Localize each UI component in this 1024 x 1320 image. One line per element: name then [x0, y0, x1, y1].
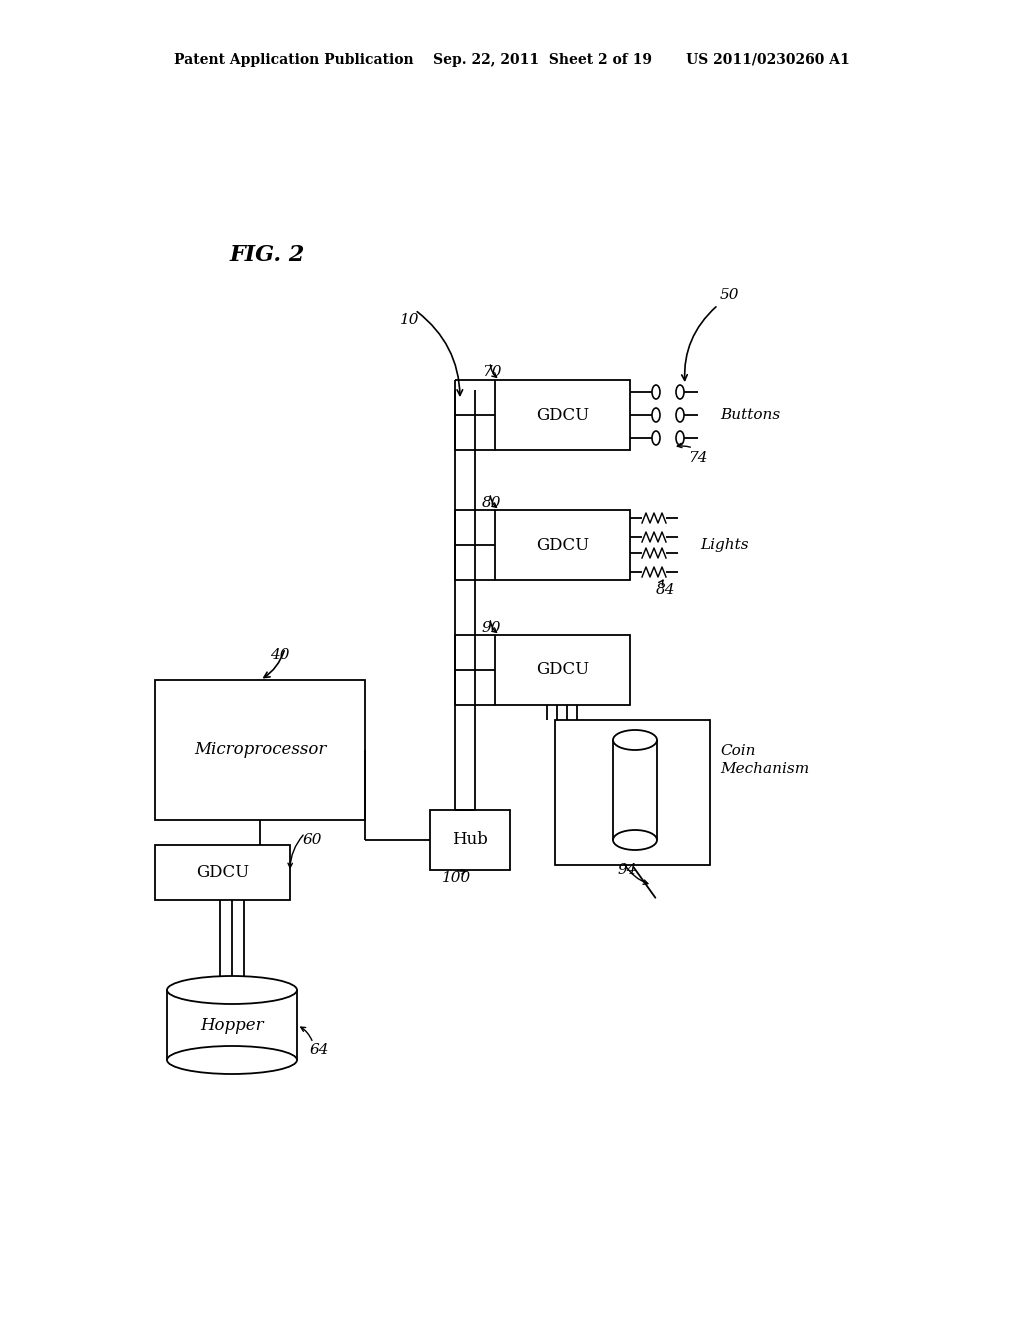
Text: GDCU: GDCU [196, 865, 249, 880]
Text: GDCU: GDCU [536, 661, 589, 678]
Text: 10: 10 [400, 313, 420, 327]
Text: Lights: Lights [700, 539, 749, 552]
Ellipse shape [676, 408, 684, 422]
Text: 90: 90 [482, 620, 502, 635]
Text: Hub: Hub [452, 832, 488, 849]
Ellipse shape [652, 432, 660, 445]
Text: 84: 84 [656, 583, 676, 597]
Text: 60: 60 [303, 833, 323, 847]
Text: 50: 50 [720, 288, 739, 302]
Bar [155, 680, 365, 820]
Ellipse shape [652, 385, 660, 399]
Text: 70: 70 [482, 366, 502, 379]
Ellipse shape [613, 730, 657, 750]
Text: 74: 74 [688, 451, 708, 465]
Text: Coin
Mechanism: Coin Mechanism [720, 744, 809, 776]
Text: Buttons: Buttons [720, 408, 780, 422]
Bar [495, 635, 630, 705]
Bar [555, 719, 710, 865]
Text: 94: 94 [618, 863, 638, 876]
Ellipse shape [652, 408, 660, 422]
Text: 64: 64 [310, 1043, 330, 1057]
Bar [495, 380, 630, 450]
Text: GDCU: GDCU [536, 536, 589, 553]
Ellipse shape [167, 1045, 297, 1074]
Ellipse shape [676, 432, 684, 445]
Ellipse shape [676, 385, 684, 399]
Text: Hopper: Hopper [200, 1016, 264, 1034]
Bar [155, 845, 290, 900]
Ellipse shape [167, 975, 297, 1005]
Text: 40: 40 [270, 648, 290, 663]
Bar [495, 510, 630, 579]
Text: Microprocessor: Microprocessor [194, 742, 327, 759]
Text: GDCU: GDCU [536, 407, 589, 424]
Ellipse shape [613, 830, 657, 850]
Text: Patent Application Publication    Sep. 22, 2011  Sheet 2 of 19       US 2011/023: Patent Application Publication Sep. 22, … [174, 53, 850, 67]
Text: FIG. 2: FIG. 2 [230, 244, 305, 267]
Text: 100: 100 [442, 871, 471, 884]
Bar [430, 810, 510, 870]
Text: 80: 80 [482, 496, 502, 510]
